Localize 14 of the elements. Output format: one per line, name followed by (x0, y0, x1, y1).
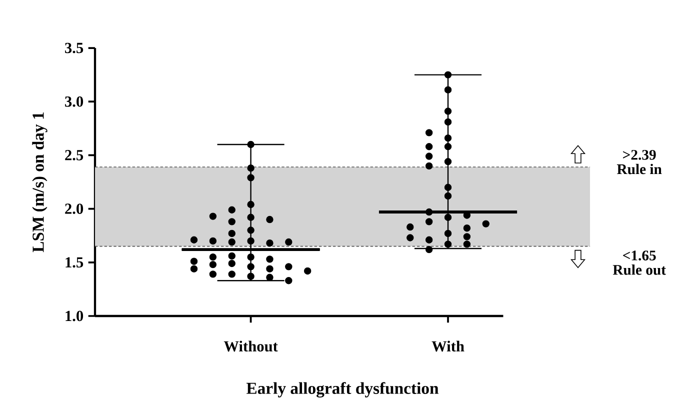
ref-line-label: <1.65 (623, 250, 656, 261)
y-tick-label: 2.5 (65, 150, 84, 160)
x-tick-label: Without (224, 340, 278, 352)
y-tick-label: 3.0 (65, 96, 84, 107)
y-axis-title: LSM (m/s) on day 1 (32, 112, 48, 252)
y-tick-label: 2.0 (65, 204, 84, 214)
text: Rule in (616, 164, 662, 174)
y-tick-label: 1.0 (66, 310, 84, 322)
x-tick-label: With (432, 340, 464, 352)
text: Rule out (612, 264, 666, 275)
y-tick-label: 1.5 (66, 257, 84, 268)
x-axis-title: Early allograft dysfunction (246, 382, 439, 398)
y-tick-label: 3.5 (65, 42, 84, 54)
ref-line-label: >2.39 (623, 150, 656, 160)
